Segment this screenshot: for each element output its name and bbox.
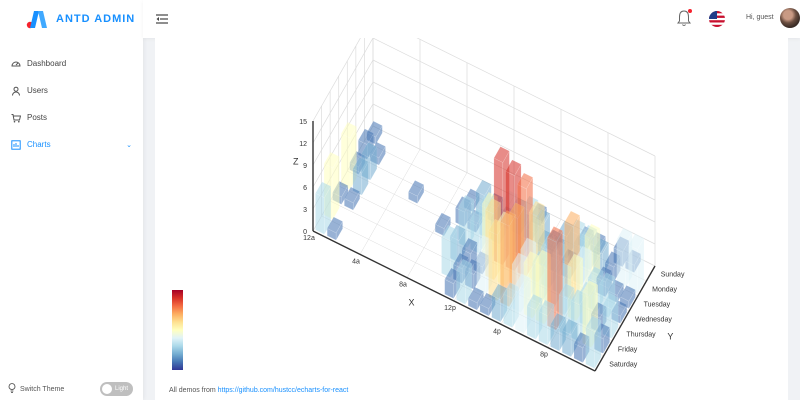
chevron-down-icon[interactable]: ⌄ xyxy=(126,141,132,149)
y-tick-label: Wednesday xyxy=(635,317,672,324)
logo-icon xyxy=(26,8,48,30)
z-tick-label: 6 xyxy=(303,185,307,192)
sidebar-item-posts[interactable]: Posts xyxy=(0,104,143,131)
z-tick-label: 3 xyxy=(303,207,307,214)
bar[interactable] xyxy=(326,216,343,241)
grid-line xyxy=(372,38,656,179)
bar[interactable] xyxy=(628,233,645,295)
bar[interactable] xyxy=(619,285,636,310)
visual-map-legend[interactable] xyxy=(172,290,183,370)
grid-line xyxy=(312,59,374,166)
theme-toggle[interactable]: Light xyxy=(100,382,133,396)
grid-line xyxy=(359,149,421,255)
bar[interactable] xyxy=(344,186,360,211)
y-tick-label: Sunday xyxy=(661,272,685,279)
x-tick-label: 4a xyxy=(352,258,360,265)
sidebar-item-label: Users xyxy=(27,86,48,95)
footer-note: All demos from https://github.com/hustcc… xyxy=(169,387,348,394)
x-tick-label: 4p xyxy=(493,328,501,335)
chart-icon xyxy=(11,139,21,150)
sidebar-item-label: Charts xyxy=(27,140,51,149)
bar[interactable] xyxy=(408,180,425,205)
y-tick-label: Monday xyxy=(652,287,677,294)
dashboard-icon xyxy=(11,59,21,69)
x-tick-label: 12p xyxy=(444,305,456,312)
shopping-cart-icon xyxy=(11,113,21,123)
theme-toggle-label: Light xyxy=(114,386,128,392)
y-tick-label: Friday xyxy=(618,347,638,354)
bar[interactable] xyxy=(514,273,531,335)
bar[interactable] xyxy=(467,286,484,311)
bar[interactable] xyxy=(585,315,602,370)
grid-line xyxy=(372,81,656,223)
avatar[interactable] xyxy=(780,8,800,28)
sidebar-item-label: Posts xyxy=(27,113,48,122)
bar[interactable] xyxy=(456,258,473,305)
y-tick-label: Saturday xyxy=(609,362,638,369)
grid-line xyxy=(312,38,361,122)
theme-switcher: Switch Theme Light xyxy=(0,378,143,400)
z-axis-name: Z xyxy=(293,156,299,166)
footer-note-text: All demos from xyxy=(169,387,218,394)
switch-theme-label: Switch Theme xyxy=(20,385,65,393)
menu-fold-icon[interactable] xyxy=(155,12,169,26)
x-tick-label: 12a xyxy=(303,235,315,242)
header: Hi, guest xyxy=(143,0,800,38)
sidebar-item-users[interactable]: Users xyxy=(0,77,143,104)
sidebar-item-charts[interactable]: Charts ⌄ xyxy=(0,131,143,158)
y-axis-line xyxy=(594,265,656,372)
github-link[interactable]: https://github.com/hustcc/echarts-for-re… xyxy=(217,387,349,394)
notification-bell-icon[interactable] xyxy=(676,9,692,27)
bar3d-chart[interactable]: 0 3 6 9 12 15 12a 4a 8a 12p 4p 8p Sunday Monday Tuesda… xyxy=(155,38,788,383)
us-flag-icon[interactable] xyxy=(709,11,725,27)
user-greeting[interactable]: Hi, guest xyxy=(746,14,774,21)
logo[interactable]: ANTD ADMIN xyxy=(0,0,143,38)
y-tick-label: Thursday xyxy=(626,332,656,339)
z-tick-label: 0 xyxy=(303,229,307,236)
sidebar-item-label: Dashboard xyxy=(27,59,67,68)
bar[interactable] xyxy=(441,224,458,279)
z-tick-label: 12 xyxy=(299,141,307,148)
x-axis-line xyxy=(312,230,596,372)
logo-text: ANTD ADMIN xyxy=(56,13,136,25)
z-tick-label: 9 xyxy=(303,163,307,170)
z-tick-label: 15 xyxy=(299,119,307,126)
notification-badge xyxy=(688,9,692,13)
sidebar-menu: Dashboard Users Posts Charts ⌄ xyxy=(0,50,143,158)
user-icon xyxy=(11,86,21,96)
grid-line xyxy=(372,59,656,201)
y-axis-name: Y xyxy=(667,332,673,342)
x-tick-label: 8a xyxy=(399,282,407,289)
bar[interactable] xyxy=(561,318,578,358)
main-content: 0 3 6 9 12 15 12a 4a 8a 12p 4p 8p Sunday Monday Tuesda… xyxy=(155,38,788,400)
sidebar-item-dashboard[interactable]: Dashboard xyxy=(0,50,143,77)
x-tick-label: 8p xyxy=(540,352,548,359)
y-tick-label: Tuesday xyxy=(644,302,671,309)
bar[interactable] xyxy=(352,157,369,196)
bulb-icon xyxy=(8,383,16,395)
sidebar: ANTD ADMIN Dashboard Users Posts Charts xyxy=(0,0,143,400)
bar[interactable] xyxy=(315,181,332,235)
x-axis-name: X xyxy=(409,297,415,307)
grid-line xyxy=(416,38,656,157)
grid-line xyxy=(312,38,374,144)
